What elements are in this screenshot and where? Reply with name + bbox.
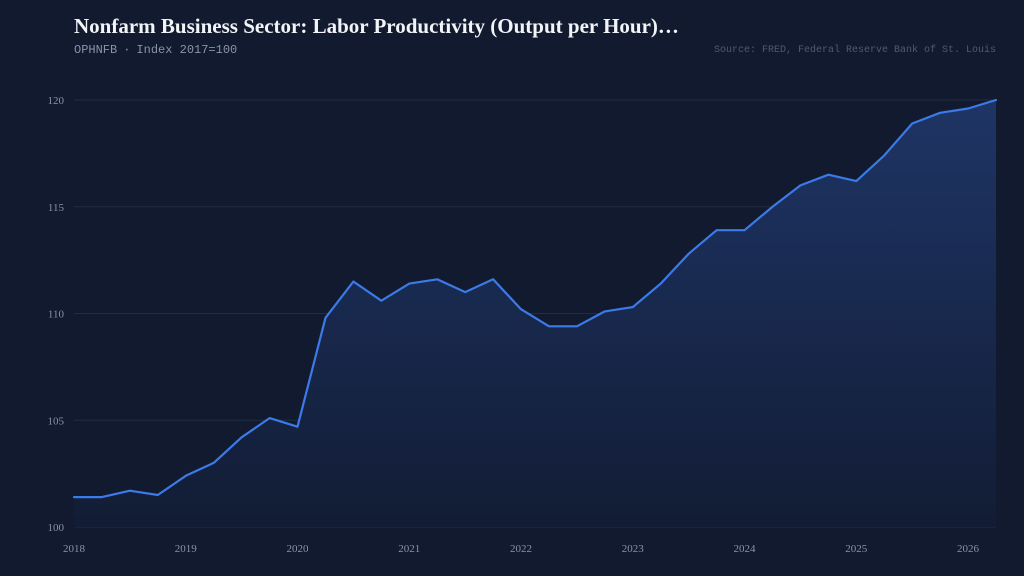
line-layer bbox=[72, 98, 998, 499]
x-tick-label: 2018 bbox=[63, 543, 86, 555]
x-tick-label: 2020 bbox=[287, 543, 310, 555]
series-id: OPHNFB bbox=[74, 43, 118, 57]
chart-subtitle: OPHNFB · Index 2017=100 bbox=[74, 43, 237, 57]
subtitle-separator: · bbox=[123, 43, 131, 57]
units-label: Index 2017=100 bbox=[136, 43, 238, 57]
x-tick-label: 2024 bbox=[734, 543, 757, 555]
source-note: Source: FRED, Federal Reserve Bank of St… bbox=[713, 45, 996, 56]
x-axis-ticks: 2018 2019 2020 2021 2022 2023 2024 2025 2026 bbox=[63, 543, 980, 555]
y-tick-label: 105 bbox=[48, 415, 65, 427]
y-tick-label: 120 bbox=[48, 95, 65, 107]
x-tick-label: 2022 bbox=[510, 543, 532, 555]
x-tick-label: 2021 bbox=[398, 543, 420, 555]
series-area bbox=[74, 100, 996, 527]
x-tick-label: 2023 bbox=[622, 543, 645, 555]
y-axis-ticks: 100 105 110 115 120 bbox=[48, 95, 65, 534]
series-line bbox=[72, 98, 998, 499]
y-tick-label: 110 bbox=[48, 309, 65, 321]
x-tick-label: 2025 bbox=[845, 543, 868, 555]
x-tick-label: 2019 bbox=[175, 543, 198, 555]
area-layer bbox=[74, 100, 996, 527]
y-tick-label: 115 bbox=[48, 202, 65, 214]
chart-title: Nonfarm Business Sector: Labor Productiv… bbox=[74, 14, 679, 38]
x-tick-label: 2026 bbox=[957, 543, 980, 555]
y-tick-label: 100 bbox=[48, 522, 65, 534]
